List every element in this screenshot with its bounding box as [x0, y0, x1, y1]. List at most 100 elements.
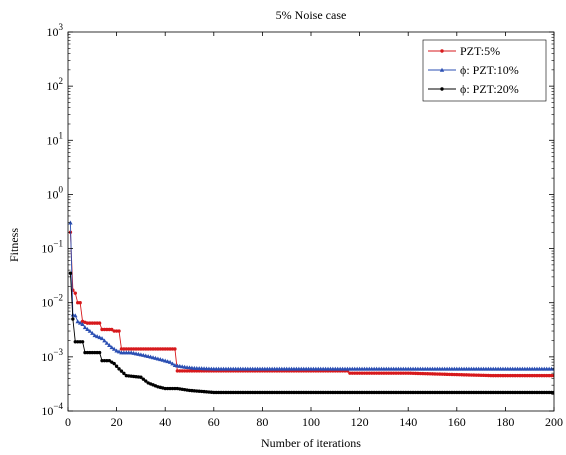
series-point: [209, 390, 214, 394]
series-point: [537, 390, 542, 395]
series-layer: [68, 220, 554, 395]
series-point: [425, 372, 430, 376]
series-point: [348, 371, 352, 375]
series-point: [447, 372, 452, 377]
series-point: [148, 347, 153, 351]
series-point: [226, 390, 231, 395]
series-point: [367, 371, 372, 375]
y-tick-base: 10: [41, 242, 53, 256]
series-point: [110, 327, 114, 332]
series-point: [401, 371, 406, 375]
series-point: [435, 390, 440, 395]
series-point: [438, 372, 442, 376]
series-point: [311, 390, 316, 395]
series-point: [144, 347, 148, 351]
x-tick-label: 40: [159, 415, 171, 429]
series-point: [472, 373, 476, 377]
series-point: [97, 350, 102, 355]
series-point: [212, 390, 216, 395]
series-point: [150, 355, 156, 360]
y-tick-exponent: −1: [53, 239, 63, 249]
series-point: [190, 369, 194, 373]
series-point: [540, 373, 544, 378]
series-point: [489, 390, 493, 395]
series-point: [231, 390, 235, 395]
series-point: [423, 371, 427, 376]
series-point: [384, 390, 389, 395]
series-point: [267, 390, 272, 395]
series-point: [455, 372, 459, 377]
series-point: [224, 390, 228, 395]
series-point: [365, 390, 369, 395]
series-point: [248, 390, 252, 395]
series-point: [114, 364, 119, 368]
series-point: [229, 390, 233, 395]
series-point: [520, 373, 525, 378]
series-point: [323, 390, 328, 395]
series-point: [117, 367, 121, 371]
series-point: [263, 390, 267, 395]
series-point: [73, 340, 77, 344]
series-point: [90, 321, 95, 325]
series-point: [498, 373, 503, 378]
series-point: [408, 371, 413, 375]
series-point: [122, 347, 126, 351]
series-point: [411, 371, 415, 376]
series-point: [486, 390, 491, 395]
y-tick-base: 10: [41, 296, 53, 310]
series-point: [391, 390, 396, 395]
series-point: [406, 371, 410, 375]
series-point: [190, 388, 194, 393]
series-point: [195, 389, 199, 393]
series-point: [316, 390, 320, 395]
series-point: [258, 390, 262, 395]
series-point: [246, 390, 250, 395]
y-tick-base: 10: [47, 133, 59, 147]
series-point: [537, 373, 542, 378]
series-point: [457, 390, 461, 395]
series-point: [382, 390, 386, 395]
series-point: [163, 347, 167, 351]
series-point: [442, 372, 447, 376]
series-point: [469, 390, 474, 395]
legend-label: ϕ: PZT:20%: [460, 82, 519, 96]
series-point: [484, 390, 488, 395]
series-point: [547, 373, 551, 378]
series-point: [515, 390, 520, 395]
series-point: [75, 319, 80, 324]
series-point: [525, 390, 529, 395]
series-point: [199, 389, 204, 394]
y-axis-label: Fitness: [7, 228, 21, 262]
series-point: [430, 390, 435, 395]
series-point: [440, 372, 444, 376]
series-point: [93, 321, 97, 325]
series-point: [525, 373, 529, 378]
series-point: [513, 373, 517, 378]
series-point: [442, 390, 447, 395]
series-point: [165, 359, 170, 364]
series-point: [163, 358, 168, 363]
series-point: [545, 373, 549, 378]
series-point: [513, 390, 517, 395]
series-point: [377, 390, 381, 395]
series-point: [464, 390, 469, 395]
series-point: [418, 371, 423, 376]
legend-marker: [439, 67, 445, 72]
series-point: [496, 390, 500, 395]
series-point: [139, 347, 143, 351]
series-point: [141, 347, 146, 351]
series-1: [68, 220, 554, 371]
series-point: [241, 390, 245, 395]
series-point: [289, 390, 294, 395]
series-point: [282, 390, 286, 395]
series-point: [195, 369, 199, 373]
series-point: [464, 373, 469, 377]
series-point: [85, 321, 90, 325]
series-point: [102, 327, 107, 332]
series-point: [530, 373, 534, 378]
series-point: [333, 390, 337, 395]
series-point: [204, 390, 209, 394]
series-point: [85, 350, 90, 355]
series-point: [287, 390, 291, 395]
series-point: [340, 390, 345, 395]
